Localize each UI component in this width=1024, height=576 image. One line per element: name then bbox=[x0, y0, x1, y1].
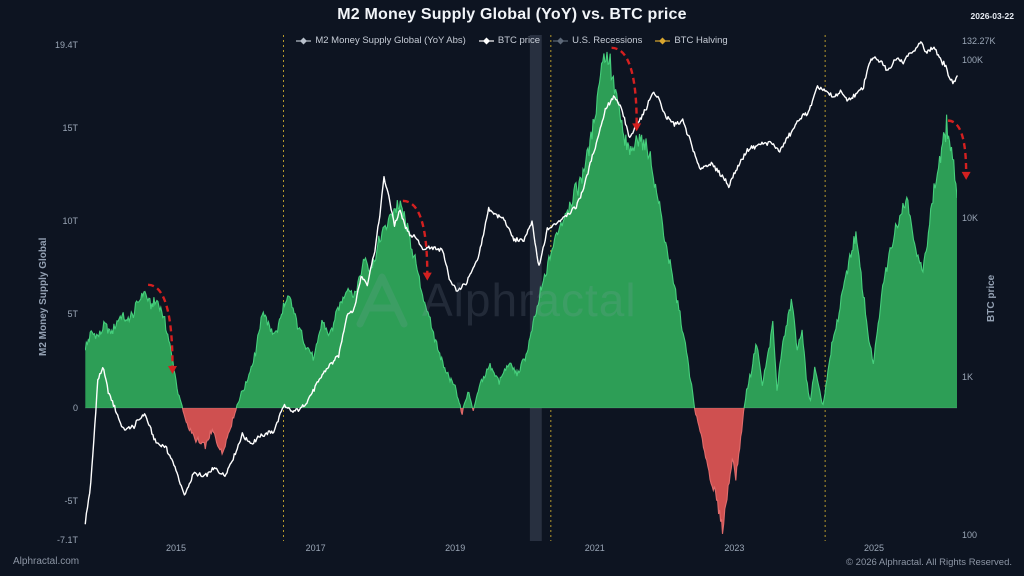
page-title: M2 Money Supply Global (YoY) vs. BTC pri… bbox=[337, 6, 687, 23]
m2-area-positive bbox=[85, 51, 957, 408]
x-axis-tick: 2015 bbox=[165, 543, 187, 553]
chart-date-label: 2026-03-22 bbox=[970, 11, 1014, 21]
drop-arrow-head bbox=[422, 272, 432, 281]
x-axis-tick: 2019 bbox=[445, 543, 466, 553]
m2-area-negative bbox=[85, 408, 957, 534]
drop-arrow bbox=[147, 283, 174, 367]
legend-marker-icon bbox=[296, 37, 312, 44]
btc-price-line bbox=[84, 41, 958, 525]
right-axis-tick: 100K bbox=[962, 55, 984, 66]
left-axis-tick: -5T bbox=[64, 495, 79, 506]
drop-arrow-head bbox=[961, 171, 971, 180]
right-axis-tick: 10K bbox=[962, 213, 979, 224]
m2-edge-negative bbox=[181, 408, 745, 534]
drop-arrow-head bbox=[632, 123, 642, 132]
left-axis-tick: -7.1T bbox=[56, 534, 78, 545]
legend: M2 Money Supply Global (YoY Abs) BTC pri… bbox=[0, 35, 1024, 46]
legend-item-label: U.S. Recessions bbox=[572, 35, 643, 46]
m2-edge-positive bbox=[85, 51, 957, 408]
left-axis-tick: 10T bbox=[62, 215, 78, 226]
legend-item-1[interactable]: BTC price bbox=[478, 35, 541, 46]
footer-copyright: © 2026 Alphractal. All Rights Reserved. bbox=[846, 557, 1012, 568]
legend-item-3[interactable]: BTC Halving bbox=[655, 35, 728, 46]
x-axis-tick: 2023 bbox=[724, 543, 745, 553]
x-axis-tick: 2021 bbox=[584, 543, 605, 553]
left-axis-tick: 5T bbox=[67, 309, 78, 320]
drop-arrow bbox=[947, 119, 968, 173]
drop-arrow bbox=[402, 199, 429, 274]
left-axis-tick: 15T bbox=[62, 122, 78, 133]
legend-marker-icon bbox=[655, 37, 671, 44]
right-axis-tick: 1K bbox=[962, 371, 974, 382]
recession-band bbox=[529, 35, 542, 541]
drop-arrow bbox=[611, 46, 638, 125]
legend-marker-icon bbox=[553, 37, 569, 44]
legend-item-2[interactable]: U.S. Recessions bbox=[553, 35, 642, 46]
right-axis-title: BTC price bbox=[986, 274, 997, 322]
x-axis-tick: 2025 bbox=[863, 543, 885, 553]
legend-item-0[interactable]: M2 Money Supply Global (YoY Abs) bbox=[296, 35, 466, 46]
left-axis-tick: 19.4T bbox=[54, 40, 78, 51]
left-axis-tick: 0 bbox=[72, 402, 78, 413]
x-axis-tick: 2017 bbox=[305, 543, 326, 553]
legend-marker-icon bbox=[478, 37, 494, 44]
drop-arrow-head bbox=[168, 365, 178, 374]
footer-site-link[interactable]: Alphractal.com bbox=[13, 556, 80, 567]
right-axis-tick: 132.27K bbox=[962, 35, 996, 46]
legend-item-label: BTC Halving bbox=[674, 35, 728, 46]
legend-item-label: BTC price bbox=[497, 35, 541, 46]
right-axis-tick: 100 bbox=[962, 529, 978, 540]
left-axis-title: M2 Money Supply Global bbox=[38, 237, 49, 357]
legend-item-label: M2 Money Supply Global (YoY Abs) bbox=[315, 35, 466, 46]
